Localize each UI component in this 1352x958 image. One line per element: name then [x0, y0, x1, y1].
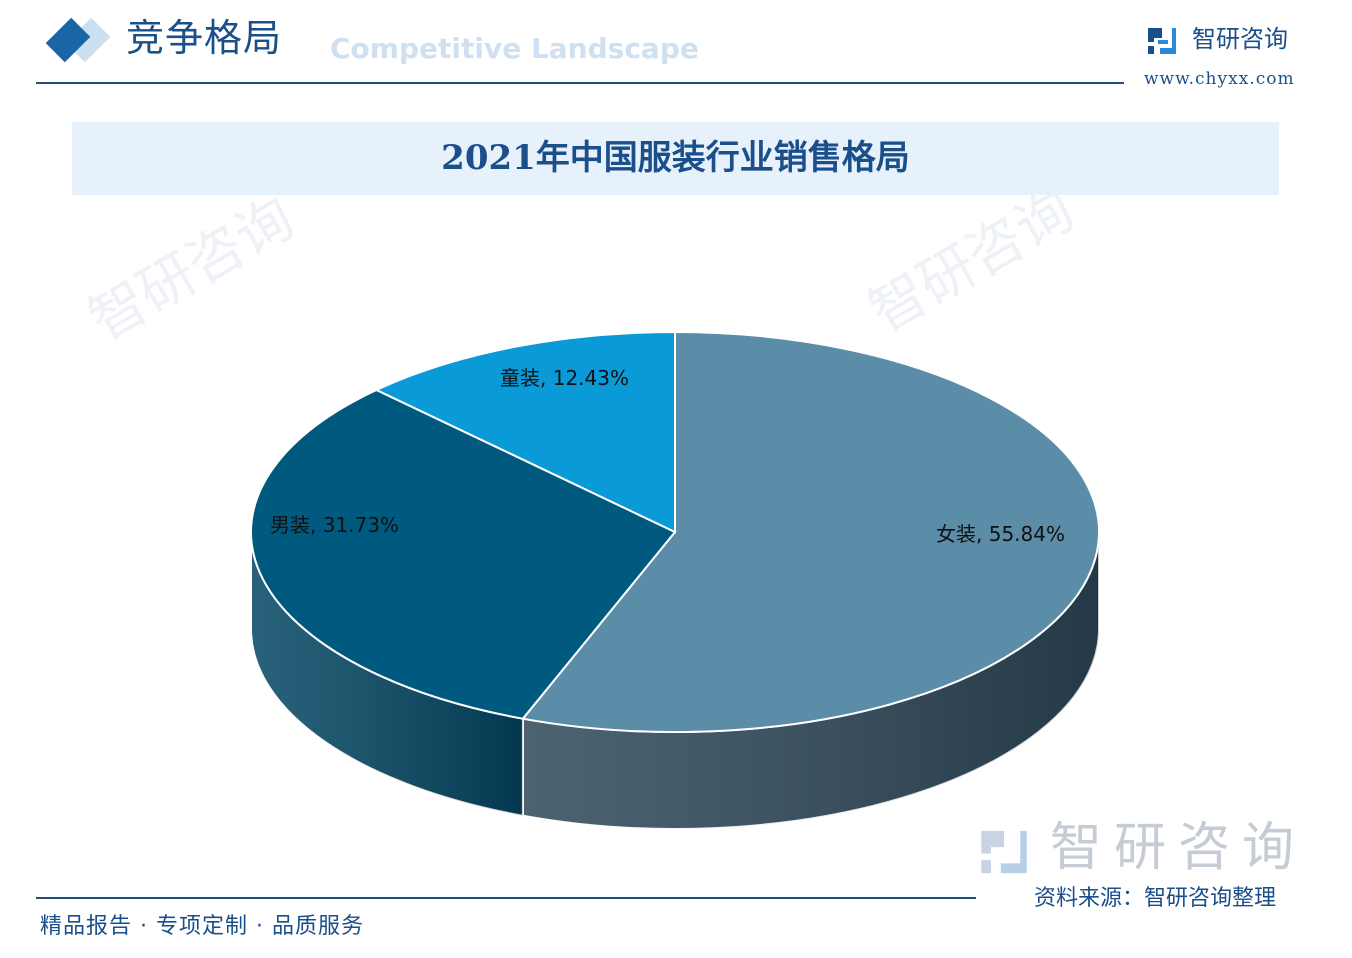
- section-title: 竞争格局: [126, 16, 283, 60]
- slice-side-male: [251, 532, 523, 816]
- slice-side-female: [522, 532, 1099, 829]
- slice-male: [250, 388, 677, 720]
- big-logo-text: 智研咨询: [1050, 818, 1307, 878]
- logo-url: www.chyxx.com: [1144, 69, 1295, 89]
- logo-icon: [981, 830, 1027, 874]
- divider: [36, 82, 1124, 84]
- slice-label-male: 男装, 31.73%: [270, 513, 399, 537]
- source-note: 资料来源：智研咨询整理: [1034, 884, 1277, 914]
- chart-title: 2021年中国服装行业销售格局: [441, 138, 910, 178]
- slice-label-children: 童装, 12.43%: [500, 366, 629, 390]
- logo-icon: [1148, 28, 1176, 54]
- footer-tagline: 精品报告 · 专项定制 · 品质服务: [40, 914, 364, 939]
- section-subtitle: Competitive Landscape: [330, 32, 699, 65]
- slice-label-female: 女装, 55.84%: [936, 522, 1065, 546]
- slice-children: [374, 330, 676, 534]
- logo-text: 智研咨询: [1192, 25, 1288, 53]
- slice-female: [521, 330, 1100, 733]
- divider: [36, 897, 976, 899]
- chart-title-band: 2021年中国服装行业销售格局: [72, 122, 1279, 195]
